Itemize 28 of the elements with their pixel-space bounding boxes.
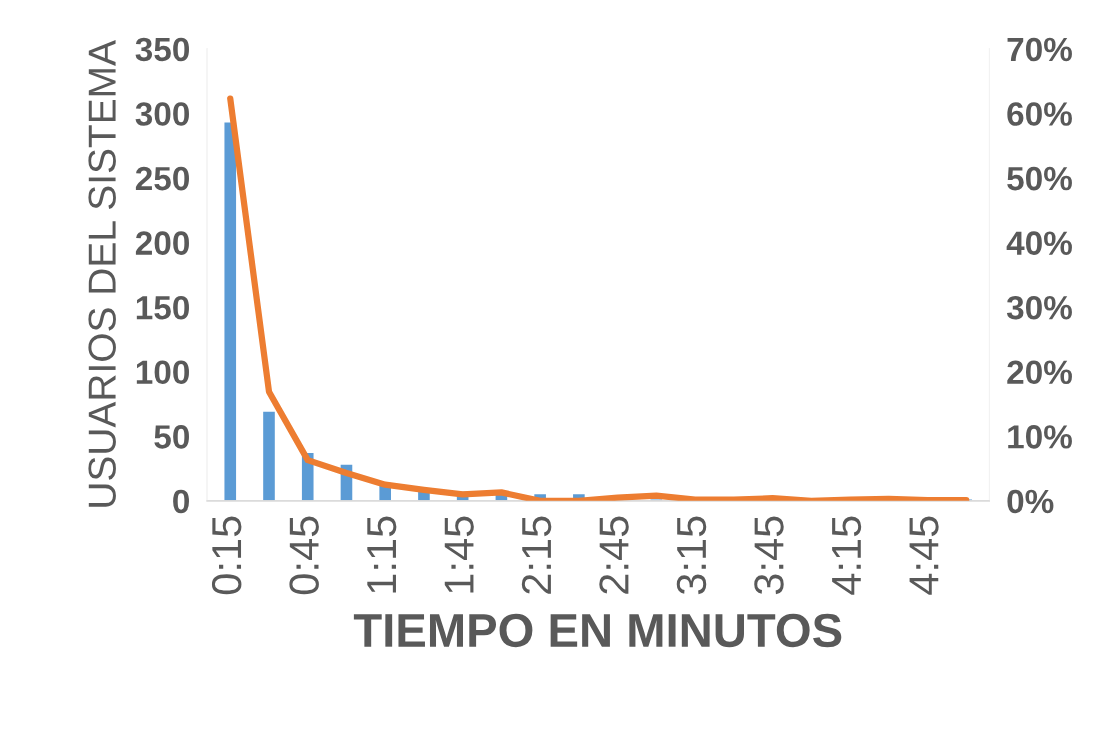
y2-tick-label: 0%: [1007, 489, 1054, 514]
y-tick-label: 350: [135, 37, 189, 62]
x-tick-label: 0:15: [211, 516, 242, 595]
x-tick-label: 1:15: [367, 516, 397, 593]
y-tick-label: 50: [154, 425, 189, 449]
x-tick-label: 1:45: [444, 516, 474, 593]
x-axis-title: TIEMPO EN MINUTOS: [353, 613, 842, 648]
y-tick-label: 150: [136, 295, 189, 320]
y2-tick-label: 10%: [1008, 425, 1072, 449]
x-tick-label: 0:45: [289, 516, 319, 595]
x-tick-label: 3:45: [754, 516, 784, 595]
y-tick-label: 100: [136, 360, 189, 385]
y-tick-label: 300: [135, 102, 189, 126]
y-tick-label: 250: [135, 166, 189, 191]
y-axis-title: USUARIOS DEL SISTEMA: [88, 40, 116, 507]
x-tick-label: 4:45: [909, 516, 939, 595]
y-tick-label: 200: [135, 231, 189, 255]
y2-tick-label: 70%: [1007, 37, 1072, 62]
y2-tick-label: 40%: [1006, 231, 1072, 255]
x-tick-label: 2:15: [521, 516, 552, 594]
y2-tick-label: 50%: [1007, 166, 1072, 191]
y2-tick-label: 20%: [1007, 360, 1072, 385]
x-tick-label: 2:45: [599, 516, 629, 594]
x-tick-label: 4:15: [832, 516, 862, 595]
x-tick-label: 3:15: [676, 516, 707, 595]
y-tick-label: 0: [173, 489, 189, 514]
y2-tick-label: 60%: [1007, 102, 1072, 126]
y2-tick-label: 30%: [1006, 295, 1072, 320]
